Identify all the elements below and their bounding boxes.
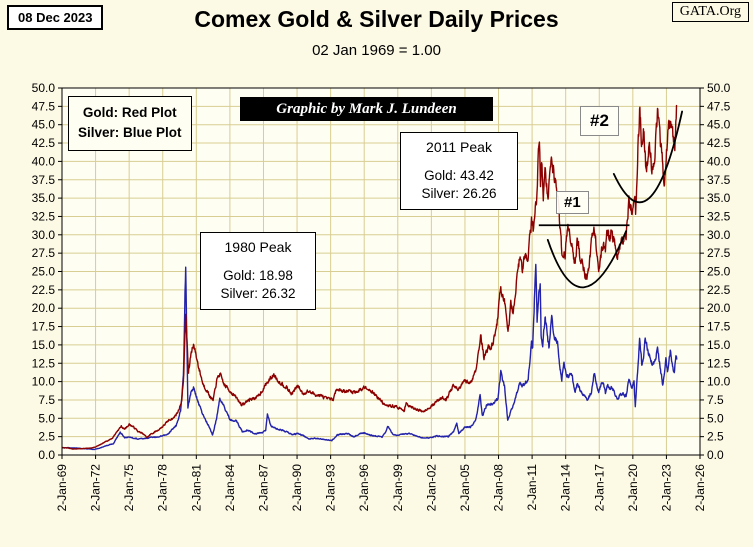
svg-text:35.0: 35.0 — [707, 191, 731, 205]
annotation-2011-peak-gold: Gold: 43.42 — [424, 167, 494, 183]
svg-text:20.0: 20.0 — [707, 301, 731, 315]
svg-text:20.0: 20.0 — [32, 301, 56, 315]
svg-text:2-Jan-69: 2-Jan-69 — [55, 464, 69, 512]
cup2-label: #2 — [580, 106, 619, 136]
svg-text:25.0: 25.0 — [707, 265, 731, 279]
svg-text:2-Jan-75: 2-Jan-75 — [122, 464, 136, 512]
svg-text:42.5: 42.5 — [32, 136, 56, 150]
svg-text:2-Jan-96: 2-Jan-96 — [357, 464, 371, 512]
svg-text:50.0: 50.0 — [32, 81, 56, 95]
credit-banner: Graphic by Mark J. Lundeen — [240, 97, 493, 121]
svg-text:2.5: 2.5 — [707, 430, 724, 444]
svg-text:2-Jan-72: 2-Jan-72 — [89, 464, 103, 512]
svg-text:30.0: 30.0 — [32, 228, 56, 242]
svg-text:12.5: 12.5 — [707, 356, 731, 370]
svg-text:2-Jan-02: 2-Jan-02 — [424, 464, 438, 512]
svg-text:7.5: 7.5 — [38, 393, 55, 407]
legend-silver-label: Silver: Blue Plot — [78, 125, 182, 141]
svg-text:22.5: 22.5 — [707, 283, 731, 297]
svg-text:37.5: 37.5 — [707, 173, 731, 187]
svg-text:2-Jan-87: 2-Jan-87 — [256, 464, 270, 512]
svg-text:10.0: 10.0 — [32, 375, 56, 389]
svg-text:2-Jan-81: 2-Jan-81 — [189, 464, 203, 512]
svg-text:35.0: 35.0 — [32, 191, 56, 205]
svg-text:2-Jan-84: 2-Jan-84 — [223, 464, 237, 512]
svg-text:2-Jan-90: 2-Jan-90 — [290, 464, 304, 512]
svg-text:37.5: 37.5 — [32, 173, 56, 187]
svg-text:2-Jan-14: 2-Jan-14 — [559, 464, 573, 512]
svg-text:32.5: 32.5 — [707, 209, 731, 223]
page-title: Comex Gold & Silver Daily Prices — [194, 6, 559, 32]
brand-badge: GATA.Org — [671, 2, 749, 22]
annotation-2011-peak-title: 2011 Peak — [426, 139, 492, 155]
svg-text:50.0: 50.0 — [707, 81, 731, 95]
svg-text:27.5: 27.5 — [707, 246, 731, 260]
svg-text:5.0: 5.0 — [38, 411, 55, 425]
annotation-2011-peak-silver: Silver: 26.26 — [421, 186, 497, 202]
svg-text:42.5: 42.5 — [707, 136, 731, 150]
svg-text:45.0: 45.0 — [707, 118, 731, 132]
legend-gold-label: Gold: Red Plot — [82, 105, 177, 120]
svg-text:0.0: 0.0 — [707, 448, 724, 462]
svg-text:47.5: 47.5 — [32, 99, 56, 113]
svg-text:27.5: 27.5 — [32, 246, 56, 260]
annotation-1980-peak-silver: Silver: 26.32 — [220, 286, 296, 302]
svg-text:5.0: 5.0 — [707, 411, 724, 425]
svg-text:12.5: 12.5 — [32, 356, 56, 370]
svg-text:2-Jan-26: 2-Jan-26 — [693, 464, 707, 512]
svg-text:7.5: 7.5 — [707, 393, 724, 407]
svg-text:2-Jan-08: 2-Jan-08 — [492, 464, 506, 512]
svg-text:17.5: 17.5 — [707, 320, 731, 334]
svg-text:2.5: 2.5 — [38, 430, 55, 444]
svg-text:2-Jan-11: 2-Jan-11 — [525, 464, 539, 511]
svg-text:45.0: 45.0 — [32, 118, 56, 132]
svg-text:0.0: 0.0 — [38, 448, 55, 462]
svg-text:15.0: 15.0 — [707, 338, 731, 352]
svg-text:2-Jan-93: 2-Jan-93 — [324, 464, 338, 512]
svg-text:47.5: 47.5 — [707, 99, 731, 113]
svg-text:2-Jan-99: 2-Jan-99 — [391, 464, 405, 512]
svg-text:2-Jan-78: 2-Jan-78 — [156, 464, 170, 512]
svg-text:25.0: 25.0 — [32, 265, 56, 279]
date-badge: 08 Dec 2023 — [7, 5, 104, 30]
legend-box: Gold: Red Plot Silver: Blue Plot — [68, 96, 192, 151]
svg-text:40.0: 40.0 — [32, 154, 56, 168]
svg-text:2-Jan-20: 2-Jan-20 — [626, 464, 640, 512]
annotation-2011-peak: 2011 Peak Gold: 43.42 Silver: 26.26 — [400, 132, 518, 211]
annotation-1980-peak: 1980 Peak Gold: 18.98 Silver: 26.32 — [200, 232, 316, 311]
svg-text:32.5: 32.5 — [32, 209, 56, 223]
svg-text:10.0: 10.0 — [707, 375, 731, 389]
svg-text:22.5: 22.5 — [32, 283, 56, 297]
svg-text:15.0: 15.0 — [32, 338, 56, 352]
svg-text:2-Jan-05: 2-Jan-05 — [458, 464, 472, 512]
cup1-label: #1 — [556, 191, 589, 214]
svg-text:40.0: 40.0 — [707, 154, 731, 168]
svg-text:30.0: 30.0 — [707, 228, 731, 242]
annotation-1980-peak-gold: Gold: 18.98 — [223, 267, 293, 283]
svg-text:2-Jan-17: 2-Jan-17 — [592, 464, 606, 512]
svg-text:17.5: 17.5 — [32, 320, 56, 334]
svg-text:2-Jan-23: 2-Jan-23 — [659, 464, 673, 512]
annotation-1980-peak-title: 1980 Peak — [224, 239, 292, 255]
page-subtitle: 02 Jan 1969 = 1.00 — [312, 42, 441, 59]
